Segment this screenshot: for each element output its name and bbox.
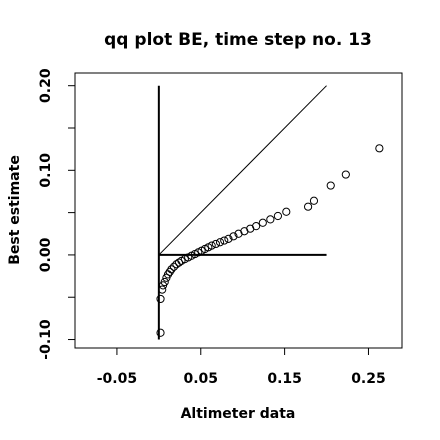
data-point bbox=[224, 234, 233, 243]
data-point bbox=[169, 262, 179, 271]
reference-lines bbox=[157, 85, 327, 340]
y-tick-label: 0.00 bbox=[38, 237, 54, 272]
x-tick-label: -0.05 bbox=[97, 371, 137, 387]
data-point bbox=[375, 144, 384, 153]
data-point bbox=[207, 241, 216, 250]
data-point bbox=[220, 236, 229, 245]
x-tick-label: 0.25 bbox=[351, 371, 386, 387]
data-point bbox=[156, 328, 165, 337]
data-point bbox=[258, 218, 267, 227]
diagonal-line bbox=[158, 85, 327, 256]
data-point bbox=[282, 207, 291, 216]
data-point bbox=[167, 265, 176, 274]
axes: -0.05 0.05 0.15 0.25 -0.10 0.00 0.10 0.20 bbox=[38, 68, 386, 387]
data-point bbox=[156, 294, 165, 304]
data-point bbox=[273, 211, 283, 221]
data-point bbox=[309, 196, 319, 205]
y-tick-label: 0.20 bbox=[38, 68, 54, 103]
data-point bbox=[266, 215, 275, 224]
plot-frame bbox=[74, 72, 403, 349]
data-point bbox=[165, 267, 174, 276]
x-tick-label: 0.15 bbox=[267, 371, 302, 387]
data-point bbox=[215, 238, 225, 247]
x-axis-label: Altimeter data bbox=[181, 406, 296, 422]
data-point bbox=[341, 170, 350, 179]
data-point bbox=[229, 232, 238, 241]
data-point bbox=[326, 181, 335, 190]
x-tick-label: 0.05 bbox=[183, 371, 218, 387]
data-point bbox=[303, 202, 313, 211]
chart-title: qq plot BE, time step no. 13 bbox=[104, 30, 372, 50]
y-tick-label: -0.10 bbox=[38, 319, 54, 360]
y-tick-label: 0.10 bbox=[38, 153, 54, 188]
data-point bbox=[252, 222, 261, 231]
data-point bbox=[158, 285, 167, 294]
data-points bbox=[156, 144, 384, 337]
y-axis-label: Best estimate bbox=[7, 155, 23, 265]
data-point bbox=[160, 277, 169, 287]
data-point bbox=[211, 239, 220, 249]
